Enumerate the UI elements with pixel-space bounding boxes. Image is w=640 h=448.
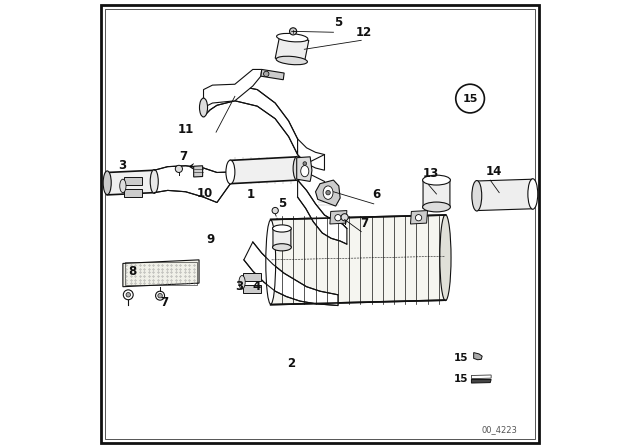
Ellipse shape (103, 171, 111, 194)
Ellipse shape (273, 244, 291, 251)
Ellipse shape (293, 156, 302, 181)
Text: 14: 14 (486, 164, 502, 178)
Ellipse shape (326, 190, 330, 195)
Ellipse shape (301, 166, 309, 177)
Text: 15: 15 (453, 374, 468, 383)
Text: 3: 3 (118, 159, 126, 172)
Polygon shape (298, 139, 324, 170)
Text: 4: 4 (252, 280, 260, 293)
Polygon shape (297, 157, 312, 181)
Text: 9: 9 (206, 233, 214, 246)
Ellipse shape (239, 276, 245, 289)
Polygon shape (243, 273, 261, 281)
Text: 7: 7 (179, 150, 188, 164)
Ellipse shape (175, 165, 182, 172)
Text: 7: 7 (360, 216, 368, 230)
Polygon shape (423, 179, 450, 208)
Polygon shape (472, 375, 491, 379)
Ellipse shape (266, 220, 276, 304)
Text: 10: 10 (196, 187, 212, 200)
Text: 1: 1 (246, 188, 255, 202)
Bar (125, 262, 197, 285)
Polygon shape (244, 242, 338, 306)
Ellipse shape (200, 98, 207, 117)
Ellipse shape (276, 56, 307, 65)
Polygon shape (273, 228, 291, 247)
Text: 7: 7 (160, 296, 168, 309)
Polygon shape (108, 170, 154, 195)
Ellipse shape (335, 215, 341, 221)
Ellipse shape (156, 291, 164, 300)
Polygon shape (123, 260, 199, 287)
Text: 2: 2 (287, 357, 295, 370)
Text: 5: 5 (278, 197, 286, 211)
Polygon shape (410, 211, 428, 224)
Ellipse shape (158, 293, 163, 298)
Ellipse shape (124, 290, 133, 300)
Polygon shape (204, 85, 298, 155)
Text: 6: 6 (372, 188, 380, 202)
Text: 5: 5 (334, 16, 342, 29)
Circle shape (456, 84, 484, 113)
Polygon shape (204, 69, 262, 108)
Text: 15: 15 (462, 94, 478, 103)
Ellipse shape (264, 71, 269, 77)
Ellipse shape (341, 214, 348, 221)
Polygon shape (189, 164, 194, 169)
Ellipse shape (415, 215, 422, 221)
Ellipse shape (440, 215, 451, 301)
Polygon shape (472, 379, 491, 383)
Ellipse shape (226, 160, 235, 184)
Polygon shape (330, 211, 347, 224)
Text: 8: 8 (129, 264, 137, 278)
Ellipse shape (272, 207, 278, 214)
Polygon shape (271, 215, 445, 305)
Polygon shape (261, 69, 284, 80)
Polygon shape (316, 180, 340, 206)
Text: 15: 15 (453, 353, 468, 363)
Text: 3: 3 (236, 280, 243, 293)
Polygon shape (154, 166, 230, 202)
Ellipse shape (528, 179, 538, 209)
Polygon shape (243, 285, 261, 293)
Polygon shape (298, 180, 347, 244)
Ellipse shape (289, 28, 297, 35)
Ellipse shape (323, 186, 333, 199)
Ellipse shape (276, 34, 308, 42)
Text: 11: 11 (177, 123, 194, 137)
Ellipse shape (422, 175, 451, 185)
Polygon shape (124, 177, 141, 185)
Ellipse shape (150, 169, 158, 194)
Polygon shape (474, 353, 482, 360)
Text: 00_4223: 00_4223 (481, 426, 517, 435)
Text: 13: 13 (423, 167, 439, 181)
Ellipse shape (273, 225, 291, 232)
Text: 12: 12 (356, 26, 372, 39)
Polygon shape (124, 189, 141, 197)
Ellipse shape (126, 293, 131, 297)
Ellipse shape (472, 181, 482, 211)
Polygon shape (477, 179, 533, 211)
Polygon shape (230, 157, 298, 184)
Ellipse shape (422, 202, 451, 212)
Ellipse shape (120, 179, 126, 193)
Polygon shape (275, 36, 309, 63)
Polygon shape (194, 166, 203, 177)
Ellipse shape (303, 162, 307, 165)
